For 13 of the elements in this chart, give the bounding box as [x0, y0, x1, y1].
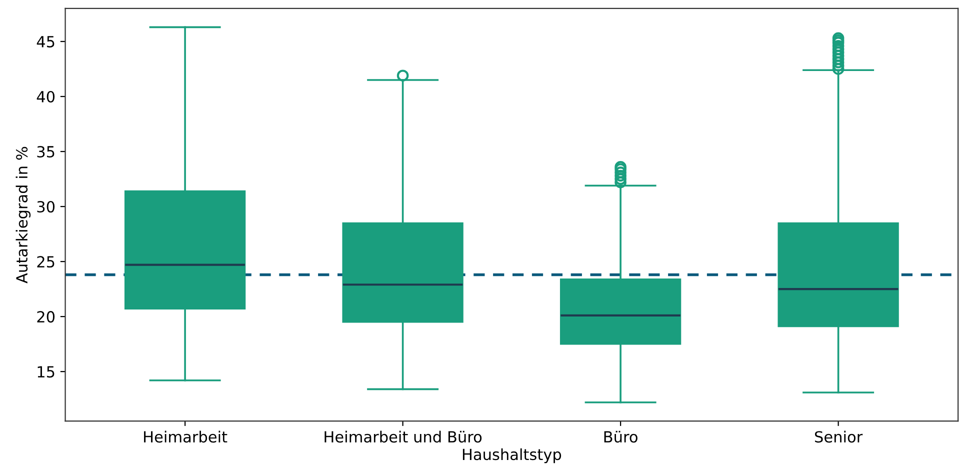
y-tick-label: 35: [37, 146, 54, 158]
y-tick-label: 20: [37, 311, 55, 323]
x-tick-label: Heimarbeit: [144, 430, 228, 443]
y-axis-title: Autarkiegrad in %: [16, 146, 31, 284]
y-tick-label: 30: [37, 200, 55, 213]
y-tick-label: 15: [38, 366, 54, 378]
x-tick-label: Senior: [814, 430, 863, 443]
y-tick-label: 45: [36, 36, 54, 48]
x-tick-label: Büro: [604, 430, 638, 443]
x-tick-label: Heimarbeit und Büro: [324, 430, 482, 443]
x-axis-title: Haushaltstyp: [462, 448, 562, 464]
y-tick-label: 40: [36, 90, 55, 103]
y-tick-label: 25: [37, 256, 54, 268]
